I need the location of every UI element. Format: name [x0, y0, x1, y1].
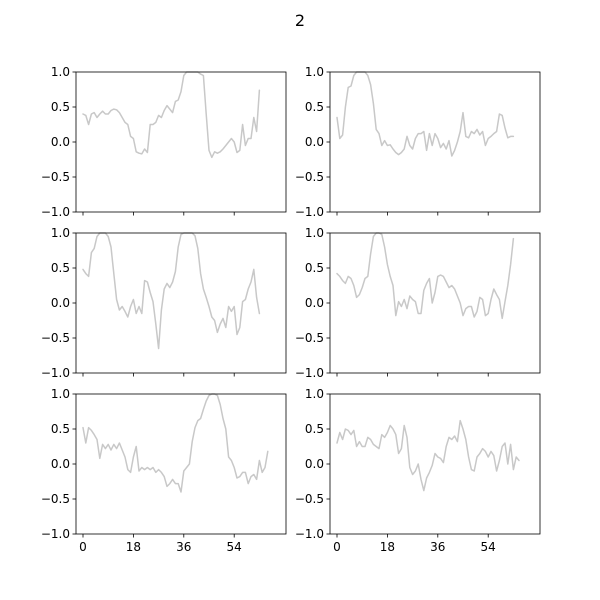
series-line — [336, 232, 515, 320]
axes-frame — [75, 232, 287, 374]
series-line — [336, 419, 520, 492]
x-tick-label: 36 — [430, 540, 445, 554]
y-tick-label: −1.0 — [295, 366, 324, 380]
y-tick-label: 0.0 — [305, 457, 324, 471]
y-tick-label: 0.5 — [51, 100, 70, 114]
subplot-1: 1.0 0.5 0.0 −0.5 −1.0 — [41, 65, 287, 219]
x-tick-label: 54 — [481, 540, 496, 554]
y-tick-label: 0.5 — [305, 261, 324, 275]
y-tick-label: −1.0 — [41, 366, 70, 380]
y-tick-label: 1.0 — [305, 226, 324, 240]
x-tick-label: 0 — [333, 540, 341, 554]
axes-frame — [329, 71, 541, 213]
y-tick-label: 1.0 — [305, 65, 324, 79]
subplot-5: 1.0 0.5 0.0 −0.5 −1.0 0 18 36 54 — [41, 387, 287, 554]
y-tick-label: −0.5 — [295, 492, 324, 506]
y-tick-label: 0.0 — [51, 135, 70, 149]
subplot-2: 1.0 0.5 0.0 −0.5 −1.0 — [295, 65, 541, 219]
subplot-6: 1.0 0.5 0.0 −0.5 −1.0 0 18 36 54 — [295, 387, 541, 554]
series-line — [82, 232, 261, 350]
series-line — [336, 71, 515, 157]
y-tick-label: −0.5 — [41, 331, 70, 345]
y-tick-label: 0.0 — [51, 457, 70, 471]
subplot-4: 1.0 0.5 0.0 −0.5 −1.0 — [295, 226, 541, 380]
y-tick-label: 1.0 — [305, 387, 324, 401]
y-tick-label: 1.0 — [51, 226, 70, 240]
x-tick-label: 36 — [176, 540, 191, 554]
axes-frame — [329, 232, 541, 374]
y-tick-label: −0.5 — [295, 331, 324, 345]
y-tick-label: 0.0 — [305, 135, 324, 149]
y-tick-label: 0.5 — [51, 261, 70, 275]
y-tick-label: −1.0 — [295, 527, 324, 541]
series-line — [82, 393, 269, 493]
y-tick-label: 0.0 — [305, 296, 324, 310]
y-tick-label: −0.5 — [41, 170, 70, 184]
y-tick-label: 0.5 — [305, 422, 324, 436]
y-tick-label: −1.0 — [295, 205, 324, 219]
y-tick-label: 0.5 — [51, 422, 70, 436]
subplot-3: 1.0 0.5 0.0 −0.5 −1.0 — [41, 226, 287, 380]
y-tick-label: −1.0 — [41, 527, 70, 541]
x-tick-label: 0 — [79, 540, 87, 554]
y-tick-label: −0.5 — [41, 492, 70, 506]
y-tick-label: −1.0 — [41, 205, 70, 219]
subplot-grid: 1.0 0.5 0.0 −0.5 −1.0 1.0 0.5 0.0 −0.5 −1.0 1.0 0.5… — [41, 65, 541, 554]
y-tick-label: 1.0 — [51, 387, 70, 401]
x-tick-label: 18 — [380, 540, 395, 554]
x-tick-label: 18 — [126, 540, 141, 554]
y-tick-label: 0.0 — [51, 296, 70, 310]
y-tick-label: 0.5 — [305, 100, 324, 114]
axes-frame — [75, 393, 287, 535]
figure-title: 2 — [295, 11, 305, 30]
y-tick-label: 1.0 — [51, 65, 70, 79]
x-tick-label: 54 — [227, 540, 242, 554]
y-tick-label: −0.5 — [295, 170, 324, 184]
series-line — [82, 71, 261, 159]
